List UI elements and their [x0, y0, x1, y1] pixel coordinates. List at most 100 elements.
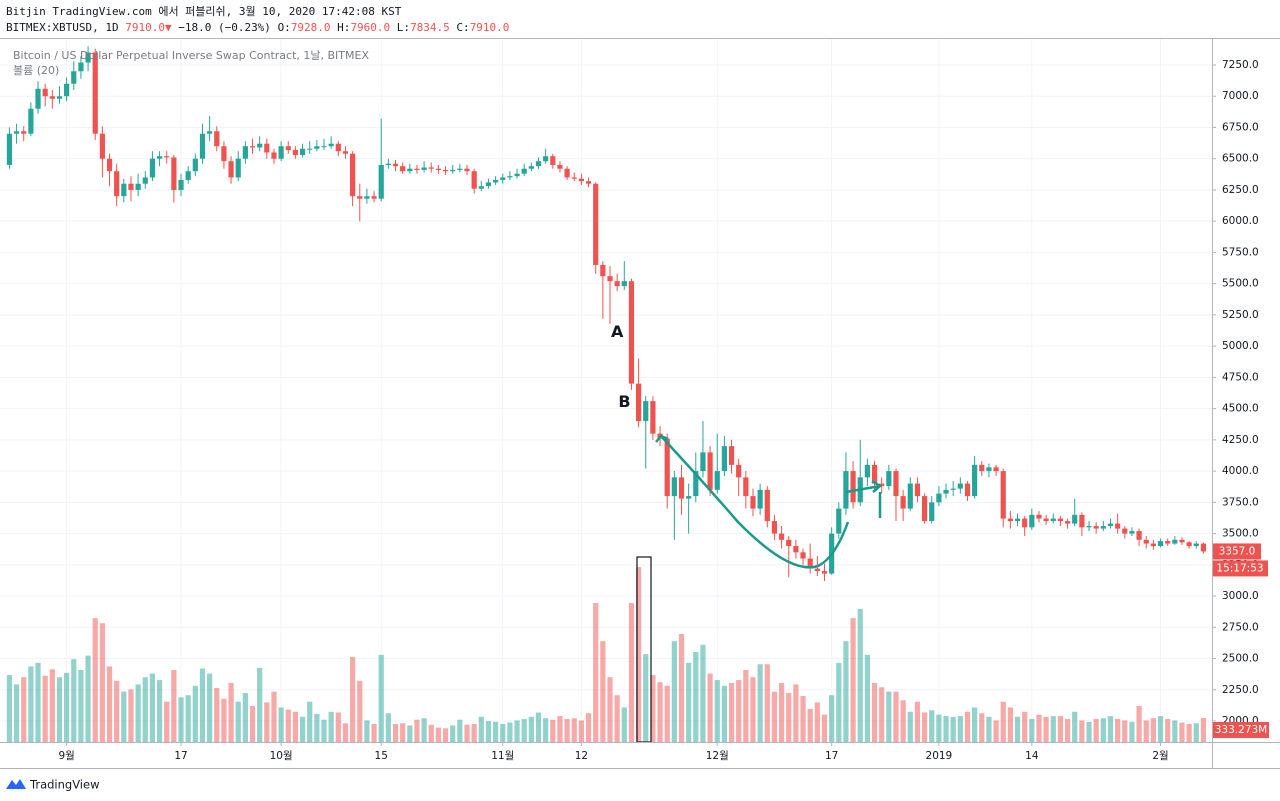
- volume-bar: [71, 659, 77, 742]
- candle-body: [871, 464, 878, 484]
- candle-body: [1186, 542, 1192, 547]
- candle-body: [571, 177, 577, 179]
- logo: TradingView: [6, 778, 99, 792]
- volume-bar: [485, 721, 492, 742]
- c-value: 7910.0: [470, 21, 510, 34]
- y-tick-label: 4750.0: [1222, 371, 1259, 383]
- volume-bar: [478, 716, 484, 742]
- volume-bar: [986, 716, 992, 742]
- candle-body: [13, 131, 20, 134]
- candle-body: [1043, 518, 1049, 522]
- volume-bar: [664, 685, 670, 742]
- volume-bar: [178, 697, 184, 742]
- volume-bar: [1186, 724, 1192, 742]
- candle-body: [843, 471, 849, 509]
- y-tick-label: 6500.0: [1222, 153, 1259, 165]
- candle-body: [235, 158, 241, 178]
- o-label: O:: [278, 21, 291, 34]
- volume-bar: [1122, 720, 1128, 742]
- volume-bar: [628, 603, 635, 742]
- volume-bar: [814, 702, 820, 742]
- candle-body: [299, 148, 306, 155]
- volume-bar: [585, 713, 592, 742]
- candle-body: [800, 552, 806, 559]
- candle-body: [1022, 518, 1028, 528]
- volume-bar: [156, 680, 163, 742]
- candle-body: [585, 181, 592, 184]
- volume-bar: [1086, 721, 1092, 742]
- volume-bar: [850, 618, 856, 742]
- volume-bar: [543, 718, 549, 742]
- axes: 2000.02250.02500.02750.03000.03250.03500…: [58, 59, 1269, 762]
- volume-bar: [750, 677, 756, 742]
- candle-body: [1000, 471, 1006, 519]
- y-tick-label: 6750.0: [1222, 121, 1259, 133]
- y-tick-label: 3000.0: [1222, 590, 1259, 602]
- volume-bar: [1050, 716, 1056, 742]
- volume-bar: [371, 724, 377, 742]
- volume-bar: [271, 691, 277, 742]
- candle-body: [757, 489, 763, 509]
- candle-body: [135, 183, 141, 190]
- candle-body: [314, 146, 320, 149]
- candle-body: [736, 464, 742, 478]
- volume-bar: [1079, 720, 1085, 742]
- candle-body: [950, 488, 956, 490]
- volume-bar: [535, 712, 542, 742]
- candle-body: [1107, 523, 1114, 527]
- candle-body: [600, 264, 606, 277]
- volume-bar: [929, 710, 935, 742]
- volume-bar: [49, 669, 55, 742]
- volume-bar: [407, 725, 413, 742]
- annotation: A: [611, 322, 624, 341]
- volume-bar: [321, 719, 327, 742]
- volume-bar: [557, 716, 563, 742]
- candle-body: [21, 131, 27, 134]
- volume-bar: [357, 680, 363, 742]
- candle-body: [471, 171, 477, 189]
- candle-body: [1014, 518, 1021, 522]
- volume-bar: [435, 727, 442, 742]
- x-tick-label: 14: [1025, 750, 1039, 762]
- volume-bar: [114, 680, 120, 742]
- candle-body: [228, 161, 234, 178]
- volume-bar: [514, 720, 520, 742]
- volume-bar: [1014, 716, 1021, 742]
- candle-body: [635, 383, 642, 422]
- volume-bar: [614, 695, 620, 742]
- x-tick-label: 9월: [58, 750, 74, 762]
- candle-body: [1029, 514, 1035, 528]
- x-tick-label: 12월: [706, 750, 729, 762]
- x-tick-label: 10월: [270, 750, 293, 762]
- volume-bar: [99, 623, 105, 742]
- h-label: H:: [331, 21, 351, 34]
- candle-body: [850, 471, 856, 503]
- volume-bar: [771, 691, 778, 742]
- candle-body: [764, 489, 770, 522]
- candle-body: [750, 496, 756, 509]
- chart-legend: Bitcoin / US Dollar Perpetual Inverse Sw…: [13, 49, 369, 62]
- volume-bar: [292, 711, 299, 742]
- y-tick-label: 5750.0: [1222, 246, 1259, 258]
- candle-body: [156, 156, 163, 159]
- volume-bar: [686, 662, 692, 742]
- candle-body: [907, 483, 913, 509]
- candle-body: [578, 178, 585, 182]
- volume-bar: [857, 608, 863, 742]
- volume-bar: [950, 716, 956, 742]
- l-value: 7834.5: [410, 21, 450, 34]
- x-tick-label: 2월: [1152, 750, 1168, 762]
- volume-bar: [400, 723, 406, 742]
- candle-body: [99, 133, 105, 159]
- volume-bar: [943, 716, 949, 742]
- candle-body: [121, 183, 127, 197]
- volume-bar: [64, 672, 70, 742]
- volume-bar: [450, 725, 456, 742]
- candle-body: [864, 464, 870, 478]
- volume-bar: [199, 668, 206, 742]
- volume-bar: [328, 711, 334, 742]
- candle-body: [207, 131, 213, 134]
- candle-body: [292, 149, 299, 155]
- candle-body: [771, 521, 778, 534]
- c-label: C:: [450, 21, 470, 34]
